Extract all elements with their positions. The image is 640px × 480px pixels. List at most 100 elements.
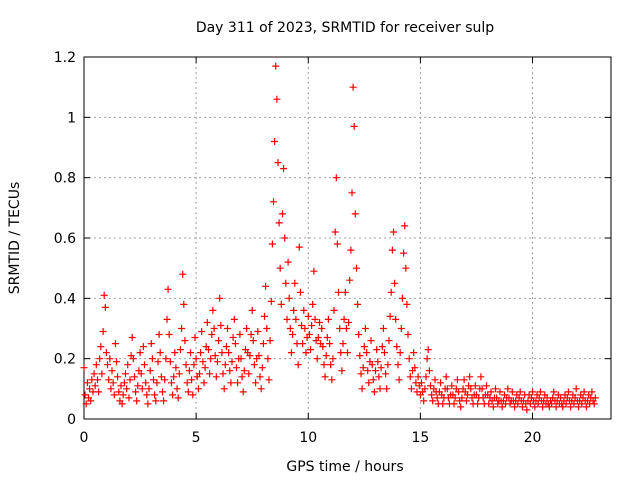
data-point [146, 367, 154, 375]
data-point [369, 376, 377, 384]
data-point [166, 358, 174, 366]
data-point [504, 385, 512, 393]
data-point [483, 382, 490, 390]
data-point [218, 349, 226, 357]
data-point [115, 388, 123, 396]
data-point [455, 388, 462, 396]
data-point [322, 352, 330, 360]
data-point [344, 349, 351, 357]
data-point [323, 334, 331, 341]
data-point [582, 403, 590, 411]
data-point [113, 358, 120, 366]
data-point [105, 376, 113, 384]
data-point [361, 325, 369, 332]
grid-lines [84, 57, 611, 419]
data-point [275, 219, 283, 227]
data-point [506, 400, 514, 408]
data-point [188, 376, 196, 384]
data-point [199, 358, 207, 366]
data-point [439, 400, 447, 408]
data-point [217, 322, 225, 329]
data-point [580, 388, 588, 396]
x-tick-label: 20 [524, 430, 542, 446]
y-tick-label: 0.4 [54, 291, 76, 307]
data-point [386, 312, 394, 320]
data-point [82, 400, 90, 408]
data-point [80, 364, 88, 372]
data-point [209, 306, 217, 314]
data-point [338, 367, 346, 375]
data-point [382, 370, 390, 378]
data-point [274, 159, 282, 167]
data-point [222, 343, 230, 351]
data-point [258, 364, 266, 372]
data-point [196, 370, 203, 378]
data-point [300, 306, 308, 314]
data-point [181, 337, 189, 345]
data-point [453, 376, 461, 384]
data-point [159, 388, 166, 396]
data-point [160, 397, 168, 405]
data-point [539, 403, 547, 411]
x-tick-label: 10 [299, 430, 317, 446]
data-point [425, 367, 433, 375]
data-point [384, 361, 392, 369]
data-point [320, 361, 328, 369]
data-point [211, 352, 219, 360]
data-point [277, 300, 285, 308]
data-point [308, 322, 316, 329]
data-point [237, 355, 245, 363]
data-point [518, 403, 526, 411]
data-point [133, 397, 141, 405]
data-point [236, 331, 244, 338]
data-point [492, 385, 499, 393]
x-tick-label: 0 [80, 430, 89, 446]
data-point [192, 355, 200, 363]
data-point [212, 373, 220, 381]
data-point [291, 279, 299, 287]
data-point [215, 337, 223, 345]
data-point [104, 361, 111, 369]
x-tick-label: 15 [411, 430, 429, 446]
data-point [213, 358, 221, 366]
data-point [155, 331, 163, 338]
data-point [283, 315, 291, 323]
data-point [164, 285, 172, 293]
data-point [90, 370, 98, 378]
y-axis-label: SRMTID / TECUs [7, 182, 23, 295]
data-point [429, 397, 437, 405]
data-point [117, 382, 125, 390]
y-axis-tick-labels: 0 0.2 0.4 0.6 0.8 1 1.2 [54, 50, 76, 428]
data-point [418, 379, 425, 387]
data-point [349, 83, 357, 91]
data-point [299, 340, 307, 348]
data-point [132, 388, 140, 396]
data-point [298, 322, 305, 329]
data-point [136, 349, 144, 357]
data-point [109, 379, 117, 387]
data-point [161, 376, 169, 384]
data-point [340, 315, 348, 323]
data-point [363, 349, 371, 357]
data-point [102, 349, 110, 357]
data-point [281, 234, 289, 242]
data-point [578, 400, 586, 408]
data-point [375, 373, 383, 381]
data-point [443, 385, 451, 393]
data-point [99, 328, 107, 335]
data-point [243, 325, 251, 332]
data-point [550, 388, 558, 396]
data-point [247, 331, 255, 338]
data-point [327, 361, 335, 369]
data-point [511, 403, 519, 411]
data-point [428, 391, 436, 399]
data-point [373, 346, 381, 354]
data-point [572, 385, 580, 393]
data-point [200, 379, 208, 387]
data-point [142, 379, 150, 387]
data-point [498, 403, 506, 411]
data-point [83, 379, 91, 387]
data-point [206, 370, 214, 378]
data-point [216, 294, 224, 302]
data-point [108, 367, 116, 375]
